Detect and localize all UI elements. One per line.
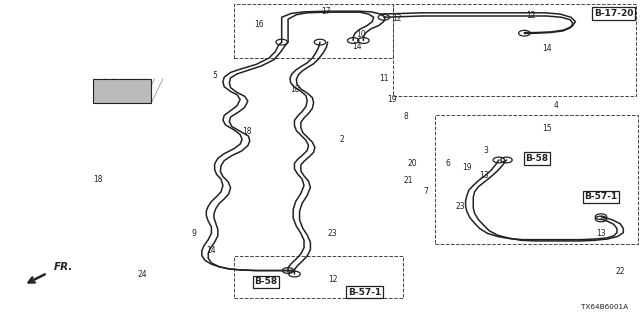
Text: 22: 22 bbox=[616, 267, 625, 276]
Text: 13: 13 bbox=[479, 172, 489, 180]
Text: FR.: FR. bbox=[54, 261, 73, 271]
Text: 18: 18 bbox=[93, 175, 103, 184]
Bar bbox=[234, 4, 394, 58]
Text: 5: 5 bbox=[212, 71, 217, 80]
Text: 23: 23 bbox=[456, 202, 465, 211]
Text: 9: 9 bbox=[192, 229, 196, 238]
Text: 14: 14 bbox=[352, 42, 362, 52]
Text: TX64B6001A: TX64B6001A bbox=[580, 304, 628, 309]
Text: 3: 3 bbox=[484, 146, 488, 155]
Text: 16: 16 bbox=[255, 20, 264, 29]
Text: B-58: B-58 bbox=[525, 154, 548, 163]
Text: 7: 7 bbox=[423, 188, 428, 196]
Text: 20: 20 bbox=[408, 159, 417, 168]
Text: B-57-1: B-57-1 bbox=[584, 192, 618, 201]
Text: 11: 11 bbox=[379, 74, 388, 83]
Text: 21: 21 bbox=[403, 176, 413, 185]
Text: 8: 8 bbox=[404, 113, 408, 122]
Text: 24: 24 bbox=[138, 270, 147, 279]
Bar bbox=[234, 256, 403, 298]
Text: 18: 18 bbox=[242, 127, 252, 136]
Bar bbox=[394, 4, 636, 96]
Text: 10: 10 bbox=[356, 30, 366, 39]
Bar bbox=[93, 79, 151, 103]
Text: 12: 12 bbox=[328, 275, 337, 284]
Text: 14: 14 bbox=[207, 246, 216, 255]
Text: 6: 6 bbox=[445, 159, 450, 168]
Text: 12: 12 bbox=[392, 14, 401, 23]
Text: 19: 19 bbox=[387, 95, 397, 104]
Bar bbox=[435, 116, 638, 244]
Text: 19: 19 bbox=[462, 164, 472, 172]
Text: 4: 4 bbox=[554, 101, 559, 110]
Text: 1: 1 bbox=[123, 81, 127, 90]
Text: 23: 23 bbox=[328, 229, 337, 238]
Text: B-57-1: B-57-1 bbox=[348, 288, 381, 297]
Text: 17: 17 bbox=[321, 7, 331, 16]
Text: B-17-20: B-17-20 bbox=[594, 9, 634, 18]
Text: 15: 15 bbox=[542, 124, 552, 132]
Text: 18: 18 bbox=[290, 85, 300, 94]
Text: B-58: B-58 bbox=[254, 277, 277, 286]
Text: 2: 2 bbox=[340, 135, 345, 144]
Text: 13: 13 bbox=[596, 229, 606, 238]
Text: 14: 14 bbox=[542, 44, 552, 53]
Text: 12: 12 bbox=[526, 11, 536, 20]
